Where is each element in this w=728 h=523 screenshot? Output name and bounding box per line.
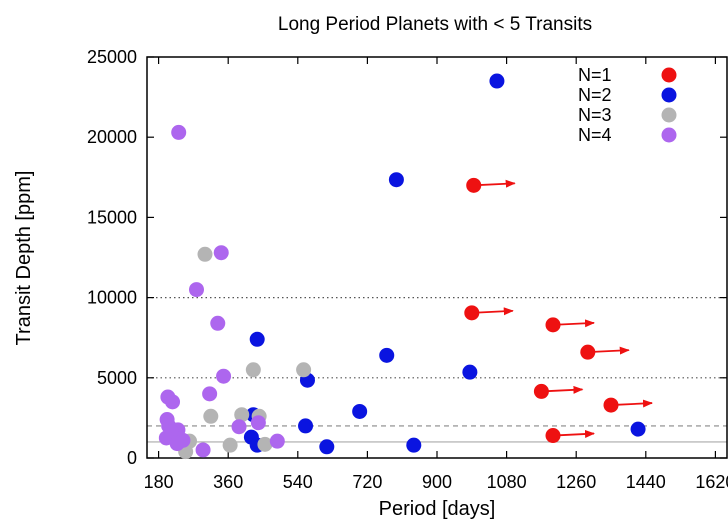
data-point — [234, 407, 250, 423]
data-point — [213, 245, 229, 261]
y-tick-label: 25000 — [87, 47, 137, 67]
data-point — [603, 397, 619, 413]
data-point — [210, 315, 226, 331]
data-point — [197, 246, 213, 262]
data-point — [533, 383, 549, 399]
data-point — [188, 282, 204, 298]
data-point — [165, 394, 181, 410]
data-point — [379, 347, 395, 363]
data-point — [269, 433, 285, 449]
data-point — [464, 305, 480, 321]
data-point — [249, 331, 265, 347]
data-point — [203, 408, 219, 424]
x-tick-label: 1260 — [556, 472, 596, 492]
data-point — [171, 124, 187, 140]
y-axis-label: Transit Depth [ppm] — [13, 171, 35, 346]
data-point — [195, 442, 211, 458]
data-point — [169, 436, 185, 452]
legend-label: N=2 — [578, 85, 612, 105]
y-tick-label: 0 — [127, 448, 137, 468]
data-point — [466, 177, 482, 193]
y-tick-label: 5000 — [97, 368, 137, 388]
data-point — [216, 368, 232, 384]
data-point — [489, 73, 505, 89]
x-tick-label: 900 — [422, 472, 452, 492]
data-point — [222, 437, 238, 453]
data-point — [245, 362, 261, 378]
data-point — [298, 418, 314, 434]
plot-frame — [146, 56, 728, 459]
data-point — [545, 428, 561, 444]
data-point — [250, 415, 266, 431]
legend-label: N=3 — [578, 105, 612, 125]
data-point — [580, 344, 596, 360]
data-point — [630, 421, 646, 437]
legend-label: N=1 — [578, 65, 612, 85]
x-tick-label: 180 — [144, 472, 174, 492]
legend-marker — [661, 107, 677, 123]
chart-title: Long Period Planets with < 5 Transits — [278, 14, 592, 35]
y-tick-label: 10000 — [87, 288, 137, 308]
data-point — [545, 317, 561, 333]
x-tick-label: 360 — [213, 472, 243, 492]
data-point — [406, 437, 422, 453]
y-tick-label: 15000 — [87, 207, 137, 227]
x-axis-label: Period [days] — [379, 498, 496, 520]
x-tick-label: 720 — [352, 472, 382, 492]
data-point — [388, 172, 404, 188]
legend-marker — [661, 87, 677, 103]
legend-marker — [661, 127, 677, 143]
data-point — [319, 439, 335, 455]
legend-label: N=4 — [578, 125, 612, 145]
data-point — [202, 386, 218, 402]
x-tick-label: 1440 — [626, 472, 666, 492]
data-point — [462, 364, 478, 380]
data-point — [257, 436, 273, 452]
data-point — [352, 403, 368, 419]
legend-marker — [661, 67, 677, 83]
data-point — [231, 419, 247, 435]
data-point — [296, 362, 312, 378]
legend: N=1N=2N=3N=4 — [578, 65, 677, 145]
x-tick-label: 1080 — [487, 472, 527, 492]
x-tick-label: 540 — [283, 472, 313, 492]
y-tick-label: 20000 — [87, 127, 137, 147]
